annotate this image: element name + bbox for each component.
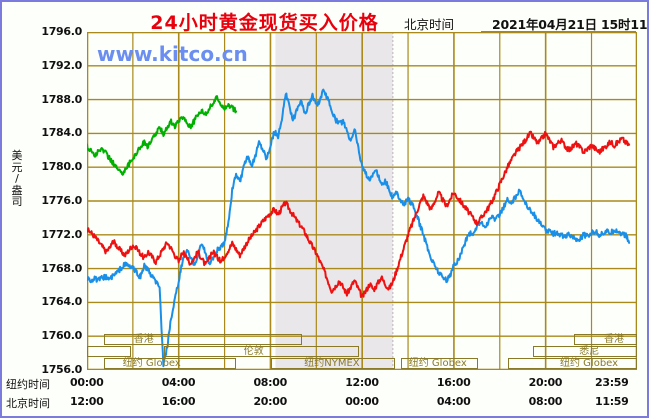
bj-time-tick-label: 08:00 xyxy=(528,395,563,408)
bj-time-tick-label: 11:59 xyxy=(595,395,629,408)
y-axis-tick-label: 1760.0 xyxy=(41,329,82,343)
y-axis-tick-label: 1772.0 xyxy=(41,227,82,241)
ny-time-tick-label: 12:00 xyxy=(345,376,379,389)
bj-time-axis: 北京时间 12:00 16:00 20:00 00:00 04:00 08:00 11:59 xyxy=(2,395,647,413)
session-label: 伦敦 xyxy=(243,346,264,357)
bj-time-tick-label: 12:00 xyxy=(70,395,104,408)
ny-time-axis: 纽约时间 00:00 04:00 08:00 12:00 16:00 20:00 23:59 xyxy=(2,376,647,394)
y-axis-tick-label: 1784.0 xyxy=(41,126,82,140)
ny-time-tick-label: 23:59 xyxy=(595,376,629,389)
bj-time-tick-label: 04:00 xyxy=(436,395,471,408)
y-axis-tick-label: 1776.0 xyxy=(41,194,82,207)
session-bar xyxy=(164,346,360,357)
session-bar xyxy=(103,358,236,369)
session-bar xyxy=(532,346,637,357)
session-bar xyxy=(400,358,478,369)
session-bar xyxy=(507,358,637,369)
beijing-time-label: 北京时间 xyxy=(404,17,455,32)
y-axis-tick-label: 1756.0 xyxy=(41,363,82,376)
y-axis-title-char: 元 xyxy=(11,160,23,174)
market-session-bars: 香港 香港 伦敦 悉尼 纽约 Globex 纽约NYMEX 纽约 Globex 纽约 Glob… xyxy=(87,334,637,370)
ny-time-axis-label: 纽约时间 xyxy=(6,378,50,391)
price-series-svg xyxy=(87,32,637,370)
beijing-time-value: 2021年04月21日 15时11分 xyxy=(492,17,649,32)
bj-time-tick-label: 00:00 xyxy=(345,395,379,408)
y-axis-title-char: 司 xyxy=(11,195,23,208)
session-label: 纽约 Globex xyxy=(560,358,619,369)
y-axis-tick-label: 1792.0 xyxy=(41,58,82,72)
y-axis-title-char: 美 xyxy=(11,149,23,162)
ny-time-tick-label: 08:00 xyxy=(253,376,287,389)
y-axis-tick-label: 1796.0 xyxy=(41,25,82,38)
series-line xyxy=(87,88,631,368)
y-axis-tick-label: 1764.0 xyxy=(41,295,82,309)
y-axis-tick-label: 1780.0 xyxy=(41,160,82,174)
series-line xyxy=(87,95,238,176)
session-label: 纽约NYMEX xyxy=(304,358,360,369)
bj-time-axis-label: 北京时间 xyxy=(6,397,50,410)
session-label: 悉尼 xyxy=(579,346,600,357)
session-bar xyxy=(271,358,395,369)
y-axis-tick-label: 1768.0 xyxy=(41,261,82,275)
session-bar xyxy=(103,334,302,345)
session-label: 香港 xyxy=(133,334,154,345)
session-label: 纽约 Globex xyxy=(408,358,467,369)
series-line xyxy=(87,130,631,298)
session-bar xyxy=(573,334,637,345)
bj-time-tick-label: 16:00 xyxy=(161,395,196,408)
ny-time-tick-label: 20:00 xyxy=(528,376,563,389)
y-axis-title-char: 盎 xyxy=(11,183,23,197)
page-title: 24小时黄金现货买入价格 xyxy=(150,12,379,34)
session-bar xyxy=(87,346,131,357)
ny-time-tick-label: 00:00 xyxy=(70,376,104,389)
plot-border xyxy=(87,32,637,370)
ny-time-tick-label: 16:00 xyxy=(436,376,471,389)
session-label: 香港 xyxy=(604,334,624,345)
kitco-watermark: www.kitco.cn xyxy=(97,42,248,66)
plot-area xyxy=(87,32,637,370)
bj-time-tick-label: 20:00 xyxy=(253,395,287,408)
ny-time-tick-label: 04:00 xyxy=(161,376,196,389)
y-axis-title-char: / xyxy=(15,172,19,185)
y-axis-tick-label: 1788.0 xyxy=(41,92,82,106)
y-axis-title: 美元 / 盎司 xyxy=(9,150,25,208)
session-label: 纽约 Globex xyxy=(122,358,181,369)
